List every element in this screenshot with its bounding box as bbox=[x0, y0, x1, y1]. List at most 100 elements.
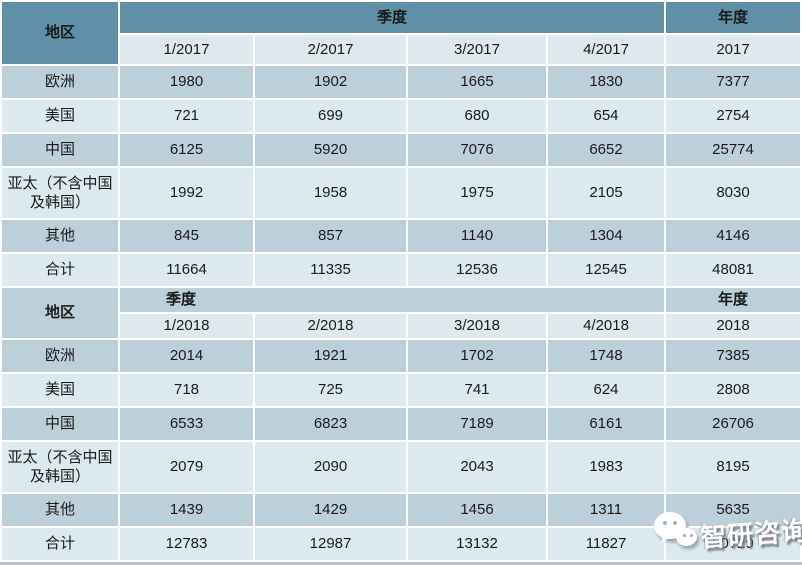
cell: 1304 bbox=[548, 220, 665, 252]
cell: 1439 bbox=[120, 494, 253, 526]
cell: 1311 bbox=[548, 494, 665, 526]
cell: 11827 bbox=[548, 528, 665, 560]
group-header-quarter: 季度 bbox=[120, 288, 665, 312]
cell: 2014 bbox=[120, 340, 253, 372]
cell: 8030 bbox=[666, 168, 801, 218]
table-header-row-2017: 地区 季度 年度 bbox=[2, 2, 801, 64]
cell: 2105 bbox=[548, 168, 665, 218]
cell: 48081 bbox=[666, 254, 801, 286]
cell: 845 bbox=[120, 220, 253, 252]
corner-header-region: 地区 bbox=[2, 288, 118, 338]
cell: 654 bbox=[548, 100, 665, 132]
column-header-row-2017: 1/2017 2/2017 3/2017 4/2017 2017 bbox=[2, 35, 801, 64]
cell: 1902 bbox=[255, 66, 406, 98]
row-label: 亚太（不含中国及韩国） bbox=[2, 442, 118, 492]
column-header: 1/2017 bbox=[120, 35, 253, 64]
table-row-apac-2017: 亚太（不含中国及韩国） 1992 1958 1975 2105 8030 bbox=[2, 168, 801, 218]
cell: 7189 bbox=[408, 408, 546, 440]
row-label: 合计 bbox=[2, 528, 118, 560]
table-row-europe-2017: 欧洲 1980 1902 1665 1830 7377 bbox=[2, 66, 801, 98]
corner-header-region: 地区 bbox=[2, 2, 118, 64]
cell: 13132 bbox=[408, 528, 546, 560]
page-bottom-edge bbox=[0, 562, 802, 565]
cell: 857 bbox=[255, 220, 406, 252]
cell: 6823 bbox=[255, 408, 406, 440]
cell: 7385 bbox=[666, 340, 801, 372]
cell: 1980 bbox=[120, 66, 253, 98]
table-row-usa-2018: 美国 718 725 741 624 2808 bbox=[2, 374, 801, 406]
cell: 5635 bbox=[666, 494, 801, 526]
column-header-row-2018: 1/2018 2/2018 3/2018 4/2018 2018 bbox=[2, 314, 801, 338]
cell: 1975 bbox=[408, 168, 546, 218]
table-row-total-2018: 合计 12783 12987 13132 11827 50729 bbox=[2, 528, 801, 560]
column-header: 2/2017 bbox=[255, 35, 406, 64]
cell: 1140 bbox=[408, 220, 546, 252]
cell: 11664 bbox=[120, 254, 253, 286]
cell: 1983 bbox=[548, 442, 665, 492]
group-header-year: 年度 bbox=[666, 2, 801, 33]
cell: 5920 bbox=[255, 134, 406, 166]
cell: 699 bbox=[255, 100, 406, 132]
row-label: 欧洲 bbox=[2, 66, 118, 98]
row-label: 中国 bbox=[2, 408, 118, 440]
cell: 4146 bbox=[666, 220, 801, 252]
table-row-apac-2018: 亚太（不含中国及韩国） 2079 2090 2043 1983 8195 bbox=[2, 442, 801, 492]
cell: 6533 bbox=[120, 408, 253, 440]
cell: 12783 bbox=[120, 528, 253, 560]
table-row-others-2017: 其他 845 857 1140 1304 4146 bbox=[2, 220, 801, 252]
cell: 25774 bbox=[666, 134, 801, 166]
cell: 721 bbox=[120, 100, 253, 132]
table-row-others-2018: 其他 1439 1429 1456 1311 5635 bbox=[2, 494, 801, 526]
cell: 2090 bbox=[255, 442, 406, 492]
cell: 1665 bbox=[408, 66, 546, 98]
row-label: 其他 bbox=[2, 494, 118, 526]
cell: 6652 bbox=[548, 134, 665, 166]
cell: 2754 bbox=[666, 100, 801, 132]
cell: 2043 bbox=[408, 442, 546, 492]
table-row-total-2017: 合计 11664 11335 12536 12545 48081 bbox=[2, 254, 801, 286]
row-label: 中国 bbox=[2, 134, 118, 166]
cell: 12536 bbox=[408, 254, 546, 286]
column-header: 4/2018 bbox=[548, 314, 665, 338]
row-label: 美国 bbox=[2, 374, 118, 406]
cell: 1429 bbox=[255, 494, 406, 526]
group-header-quarter: 季度 bbox=[120, 2, 665, 33]
cell: 7076 bbox=[408, 134, 546, 166]
table-row-china-2018: 中国 6533 6823 7189 6161 26706 bbox=[2, 408, 801, 440]
cell: 624 bbox=[548, 374, 665, 406]
cell: 11335 bbox=[255, 254, 406, 286]
cell: 725 bbox=[255, 374, 406, 406]
row-label: 美国 bbox=[2, 100, 118, 132]
row-label: 其他 bbox=[2, 220, 118, 252]
cell: 6125 bbox=[120, 134, 253, 166]
column-header: 4/2017 bbox=[548, 35, 665, 64]
cell: 1702 bbox=[408, 340, 546, 372]
column-header: 2/2018 bbox=[255, 314, 406, 338]
cell: 6161 bbox=[548, 408, 665, 440]
cell: 741 bbox=[408, 374, 546, 406]
column-header: 3/2017 bbox=[408, 35, 546, 64]
table-row-china-2017: 中国 6125 5920 7076 6652 25774 bbox=[2, 134, 801, 166]
table-row-europe-2018: 欧洲 2014 1921 1702 1748 7385 bbox=[2, 340, 801, 372]
row-label: 亚太（不含中国及韩国） bbox=[2, 168, 118, 218]
cell: 1748 bbox=[548, 340, 665, 372]
cell: 7377 bbox=[666, 66, 801, 98]
cell: 718 bbox=[120, 374, 253, 406]
table-row-usa-2017: 美国 721 699 680 654 2754 bbox=[2, 100, 801, 132]
cell: 1958 bbox=[255, 168, 406, 218]
column-header: 3/2018 bbox=[408, 314, 546, 338]
column-header: 2017 bbox=[666, 35, 801, 64]
cell: 1992 bbox=[120, 168, 253, 218]
column-header: 2018 bbox=[666, 314, 801, 338]
cell: 2808 bbox=[666, 374, 801, 406]
cell: 1921 bbox=[255, 340, 406, 372]
cell: 12545 bbox=[548, 254, 665, 286]
cell: 12987 bbox=[255, 528, 406, 560]
cell: 1830 bbox=[548, 66, 665, 98]
row-label: 欧洲 bbox=[2, 340, 118, 372]
cell: 26706 bbox=[666, 408, 801, 440]
table-header-row-2018: 地区 季度 年度 bbox=[2, 288, 801, 338]
cell: 2079 bbox=[120, 442, 253, 492]
